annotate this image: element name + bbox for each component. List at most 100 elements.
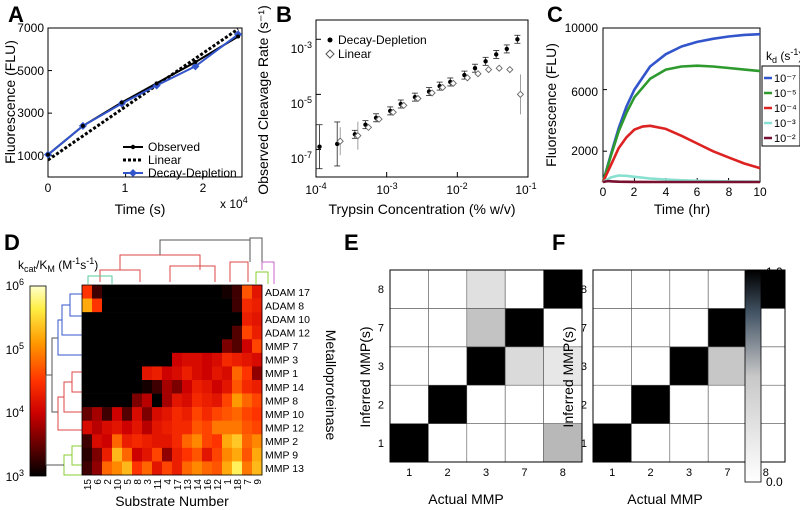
d-heatmap-cell: [82, 285, 93, 299]
d-row-label: ADAM 12: [265, 328, 310, 340]
d-heatmap-cell: [102, 339, 113, 354]
b-legend-label-linear: Linear: [338, 47, 371, 61]
e-matrix-cell: [428, 269, 468, 309]
b-point-linear: [400, 101, 408, 110]
f-ytick-label: 7: [581, 323, 587, 335]
b-point-decay: [494, 52, 499, 57]
d-heatmap-cell: [212, 298, 223, 313]
d-heatmap-cell: [82, 407, 93, 422]
d-heatmap-cell: [232, 447, 243, 462]
f-xtick-label: 3: [686, 467, 692, 479]
d-heatmap-cell: [182, 366, 193, 381]
d-heatmap-cell: [122, 420, 133, 435]
d-heatmap-cell: [92, 434, 103, 449]
d-heatmap-cell: [132, 352, 143, 367]
e-matrix-cell: [504, 269, 544, 309]
c-legend-title: kd (s-1): [766, 47, 800, 65]
d-heatmap-cell: [172, 447, 183, 462]
d-heatmap-cell: [222, 339, 233, 354]
d-row-dendrogram: [45, 293, 82, 476]
d-heatmap-cell: [182, 339, 193, 354]
panel-d: kcat/KM (M-1s-1) 106 105 104 103: [6, 237, 339, 509]
d-heatmap-cell: [222, 325, 233, 340]
a-legend-label-linear: Linear: [148, 153, 181, 167]
d-heatmap-cell: [102, 393, 113, 408]
f-matrix-cell: [707, 269, 747, 309]
a-xtick: 1: [122, 181, 129, 195]
c-legend-items: 10⁻⁷ 10⁻⁵ 10⁻⁴ 10⁻³ 10⁻²: [764, 73, 797, 145]
f-matrix-cell: [669, 384, 709, 424]
e-matrix-cell: [466, 346, 506, 386]
d-heatmap-cell: [142, 380, 153, 394]
d-heatmap-cell: [112, 285, 123, 299]
b-legend-swatch-linear: [325, 49, 335, 59]
d-col-label: 10: [113, 479, 124, 491]
d-row-label: MMP 1: [265, 368, 298, 380]
d-heatmap-cell: [112, 393, 123, 408]
d-ylabel: Metalloproteinase: [323, 330, 339, 441]
d-heatmap-cell: [202, 461, 213, 476]
d-col-label: 2: [103, 479, 114, 485]
d-col-dendro-link: [119, 254, 201, 270]
d-colorbar-tick: 104: [6, 404, 24, 420]
e-matrix-cell: [389, 423, 429, 463]
d-col-label: 3: [143, 479, 154, 485]
d-heatmap-cell: [92, 407, 103, 422]
e-ytick-label: 3: [378, 361, 384, 373]
d-heatmap-cell: [152, 461, 163, 476]
f-matrix-cell: [631, 269, 671, 309]
d-heatmap-cell: [122, 312, 133, 327]
d-colorbar-tick: 105: [6, 341, 24, 357]
f-matrix-frame: [592, 269, 786, 463]
panel-a: 1000 3000 5000 7000 0 1 2 Time (s) x 104…: [2, 21, 248, 217]
d-heatmap-cell: [82, 380, 93, 394]
f-matrix-cell: [669, 346, 709, 386]
e-matrix-cell: [428, 346, 468, 386]
d-heatmap-cell: [92, 325, 103, 340]
d-heatmap-cell: [172, 285, 183, 299]
d-heatmap-cell: [212, 461, 223, 476]
b-point-decay: [317, 144, 322, 149]
panel-letter-e: E: [344, 230, 359, 255]
c-xtick: 4: [663, 185, 670, 199]
d-heatmap-cell: [202, 420, 213, 435]
d-heatmap-cell: [112, 339, 123, 354]
d-heatmap-cell: [182, 312, 193, 327]
d-col-label: 8: [133, 479, 144, 485]
d-heatmap-cell: [132, 325, 143, 340]
d-heatmap-cell: [132, 285, 143, 299]
d-heatmap-cell: [252, 285, 263, 299]
d-heatmap-cell: [102, 461, 113, 476]
d-heatmap-cell: [182, 380, 193, 394]
a-xlabel: Time (s): [115, 201, 166, 217]
f-matrix-cell: [707, 346, 747, 386]
c-xtick: 6: [694, 185, 701, 199]
d-heatmap-cell: [202, 407, 213, 422]
a-ytick: 1000: [17, 149, 44, 163]
d-row-label: MMP 13: [265, 463, 304, 475]
a-xtick: 0: [45, 181, 52, 195]
d-heatmap-cell: [82, 461, 93, 476]
f-ylabel: Inferred MMP(s): [560, 326, 576, 427]
d-heatmap-cell: [152, 298, 163, 313]
d-heatmap-cell: [182, 285, 193, 299]
d-heatmap-cell: [172, 298, 183, 313]
d-row-dendro-link: [51, 337, 58, 413]
c-series-line-1: [601, 64, 761, 183]
panel-letter-b: B: [276, 2, 292, 27]
d-heatmap-cell: [192, 393, 203, 408]
e-xtick-label: 2: [445, 467, 451, 479]
d-col-label: 15: [83, 479, 94, 491]
d-heatmap-cell: [202, 285, 213, 299]
b-ytick-labels: 10-7 10-5 10-3: [291, 40, 312, 166]
c-xlabel: Time (hr): [654, 201, 710, 217]
a-point-observed: [154, 81, 159, 86]
a-point-observed: [193, 60, 198, 65]
d-heatmap-cell: [82, 420, 93, 435]
e-matrix-cell: [543, 346, 583, 386]
d-heatmap-cell: [152, 312, 163, 327]
e-matrix-cell: [389, 308, 429, 348]
d-heatmap-cell: [132, 312, 143, 327]
c-ytick: 6000: [571, 85, 598, 99]
